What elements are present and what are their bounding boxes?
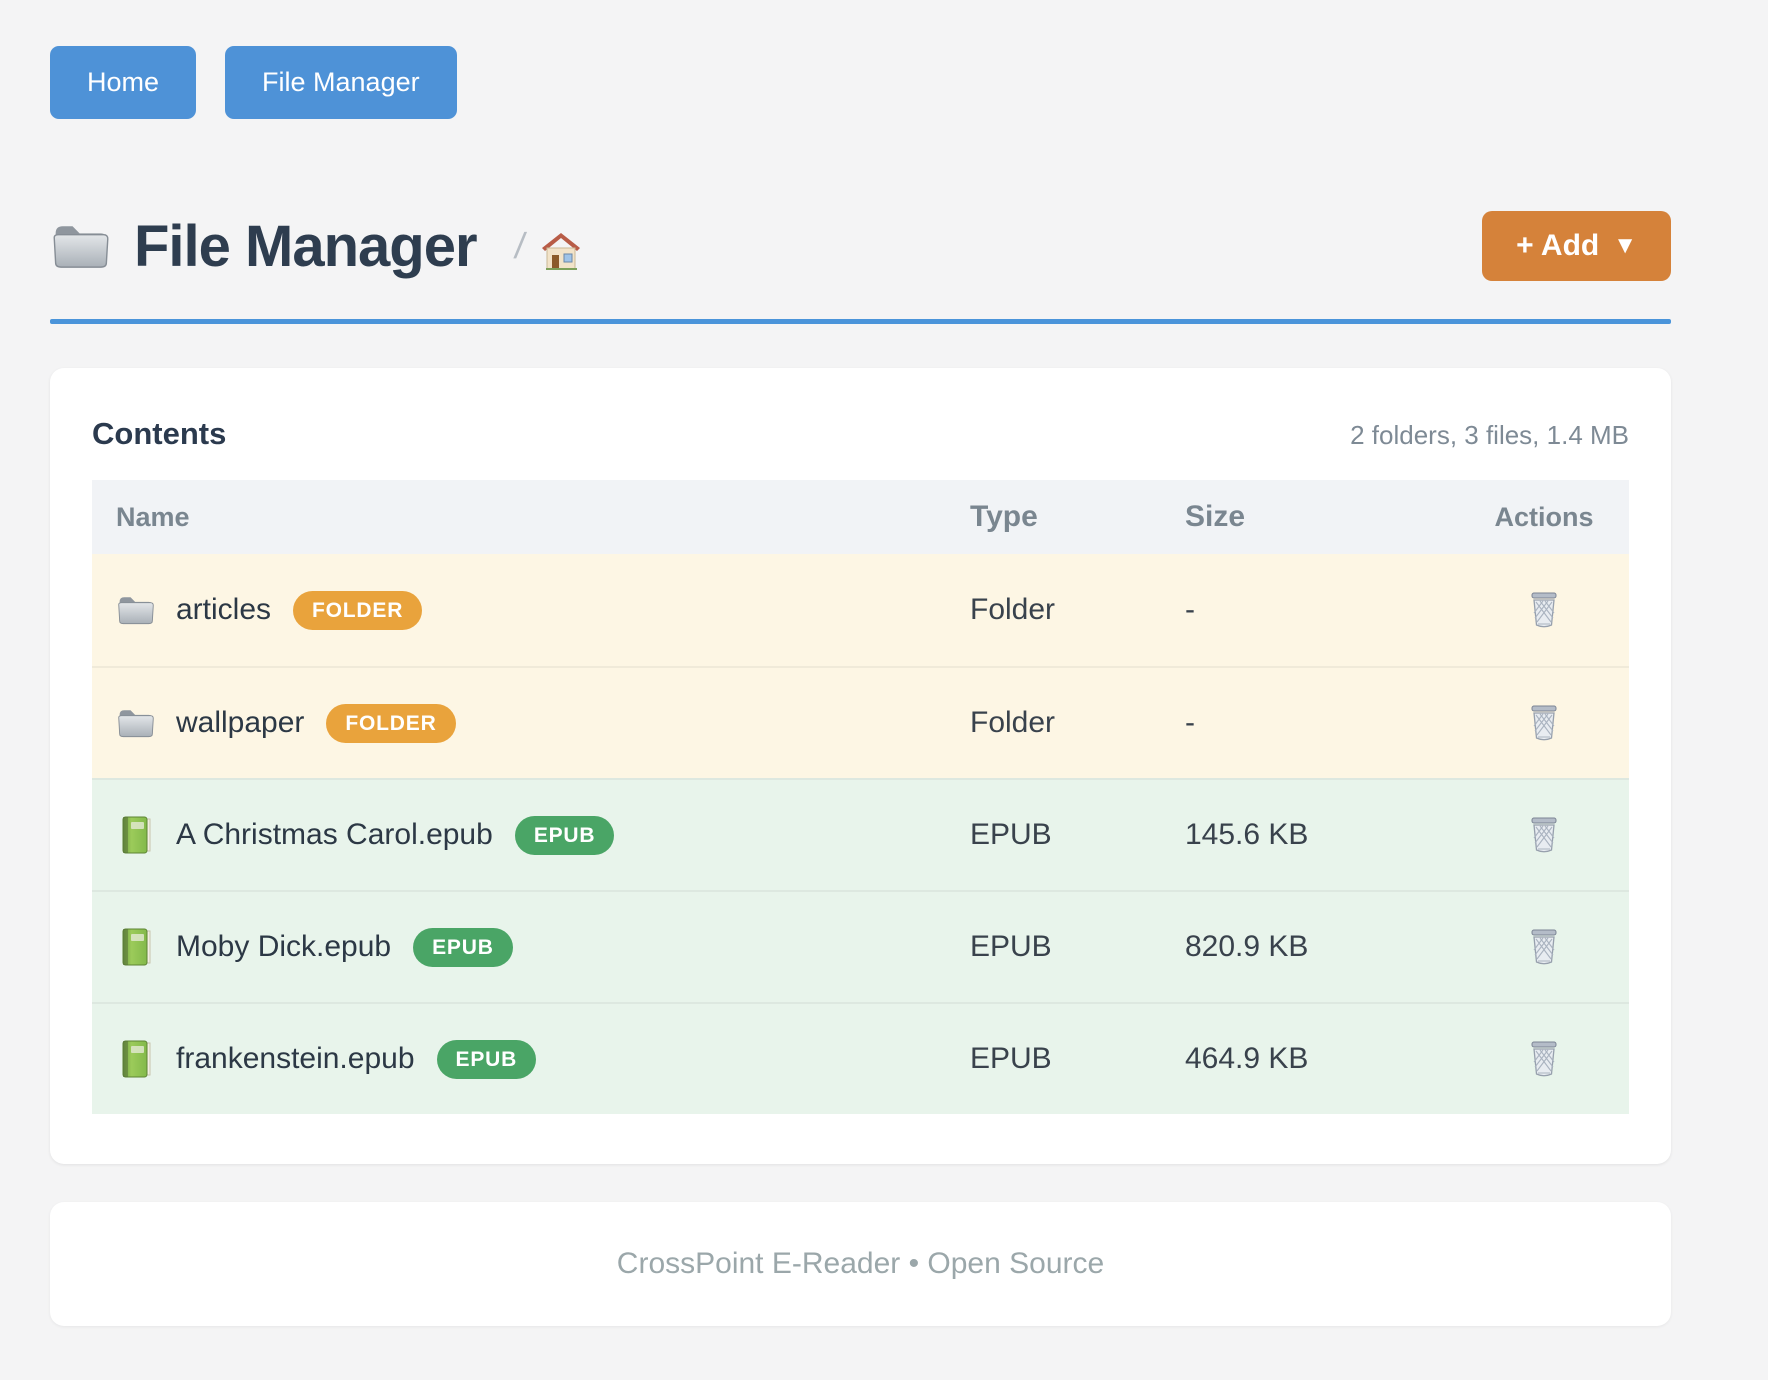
- breadcrumb-separator: /: [511, 225, 528, 266]
- folder-badge: FOLDER: [326, 703, 456, 743]
- title-group: File Manager /: [50, 213, 581, 280]
- file-size: -: [1185, 593, 1195, 626]
- trash-icon[interactable]: [1523, 700, 1565, 746]
- trash-icon[interactable]: [1523, 812, 1565, 858]
- footer: CrossPoint E-Reader • Open Source: [50, 1202, 1671, 1326]
- file-type: Folder: [970, 593, 1056, 626]
- home-button[interactable]: Home: [50, 46, 197, 119]
- file-type: EPUB: [970, 818, 1052, 851]
- epub-badge: EPUB: [413, 927, 513, 967]
- green-book-icon: [116, 815, 156, 855]
- file-size: 145.6 KB: [1185, 818, 1309, 851]
- table-row: A Christmas Carol.epub EPUB EPUB 145.6 K…: [92, 778, 1629, 890]
- header-divider: [50, 319, 1671, 324]
- file-manager-button[interactable]: File Manager: [225, 46, 457, 119]
- contents-summary: 2 folders, 3 files, 1.4 MB: [1350, 420, 1629, 450]
- file-name[interactable]: frankenstein.epub: [176, 1042, 415, 1075]
- file-name[interactable]: A Christmas Carol.epub: [176, 818, 493, 851]
- file-type: EPUB: [970, 930, 1052, 963]
- contents-card-header: Contents 2 folders, 3 files, 1.4 MB: [92, 416, 1629, 452]
- file-table: Name Type Size Actions articles FOLDER F…: [92, 480, 1629, 1114]
- table-row: frankenstein.epub EPUB EPUB 464.9 KB: [92, 1002, 1629, 1114]
- green-book-icon: [116, 1039, 156, 1079]
- folder-icon: [116, 590, 156, 630]
- chevron-down-icon: ▼: [1613, 232, 1637, 259]
- table-row: wallpaper FOLDER Folder -: [92, 666, 1629, 778]
- add-button[interactable]: + Add ▼: [1482, 211, 1671, 281]
- contents-heading: Contents: [92, 416, 227, 451]
- file-size: 820.9 KB: [1185, 930, 1309, 963]
- header-type: Type: [970, 500, 1038, 533]
- file-name[interactable]: Moby Dick.epub: [176, 930, 392, 963]
- folder-icon: [116, 703, 156, 743]
- table-row: Moby Dick.epub EPUB EPUB 820.9 KB: [92, 890, 1629, 1002]
- header-size: Size: [1185, 500, 1246, 533]
- trash-icon[interactable]: [1523, 1036, 1565, 1082]
- file-manager-page: Home File Manager File Manager / + Add ▼…: [50, 46, 1671, 1326]
- page-title: File Manager: [134, 213, 478, 279]
- house-icon[interactable]: [541, 231, 581, 271]
- page-header: File Manager / + Add ▼: [50, 211, 1671, 281]
- green-book-icon: [116, 927, 156, 967]
- file-type: EPUB: [970, 1042, 1052, 1075]
- trash-icon[interactable]: [1523, 587, 1565, 633]
- add-button-label: + Add: [1516, 229, 1600, 262]
- epub-badge: EPUB: [436, 1039, 537, 1079]
- header-actions: Actions: [1494, 501, 1594, 532]
- header-name: Name: [116, 501, 190, 532]
- footer-text: CrossPoint E-Reader • Open Source: [616, 1247, 1105, 1280]
- epub-badge: EPUB: [514, 815, 615, 855]
- file-size: 464.9 KB: [1185, 1042, 1309, 1075]
- contents-card: Contents 2 folders, 3 files, 1.4 MB Name…: [50, 368, 1671, 1164]
- file-name[interactable]: articles: [176, 593, 272, 626]
- top-nav: Home File Manager: [50, 46, 1671, 119]
- folder-badge: FOLDER: [293, 590, 423, 630]
- trash-icon[interactable]: [1523, 924, 1565, 970]
- file-size: -: [1185, 706, 1195, 739]
- table-row: articles FOLDER Folder -: [92, 554, 1629, 666]
- file-name[interactable]: wallpaper: [176, 706, 305, 739]
- folder-icon: [50, 219, 112, 273]
- file-type: Folder: [970, 706, 1056, 739]
- table-header-row: Name Type Size Actions: [92, 480, 1629, 554]
